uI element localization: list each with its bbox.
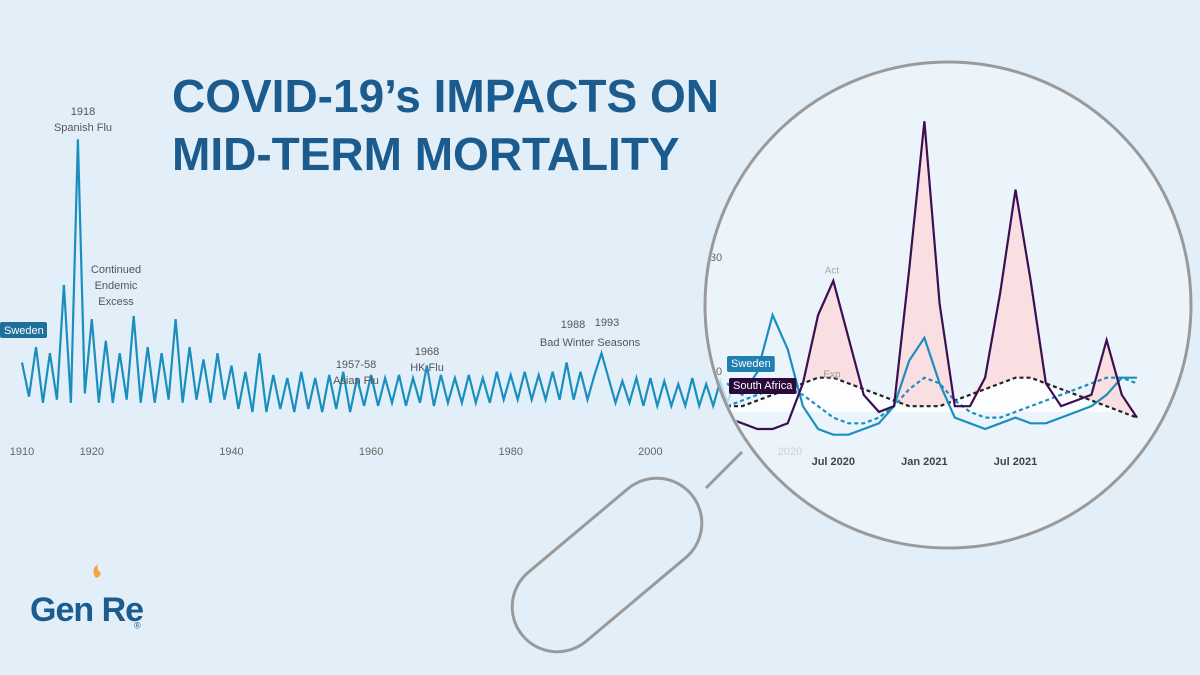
annotation: 1957-58	[336, 359, 376, 371]
series-line	[20, 139, 736, 413]
x-tick-label: 1940	[219, 446, 243, 458]
series-line	[726, 121, 1138, 431]
magnifier-neck	[704, 450, 744, 490]
legend-text: South Africa	[733, 380, 793, 392]
annotation: Excess	[98, 296, 134, 308]
magnifier-lens	[703, 60, 1193, 550]
expected-area	[727, 377, 1137, 418]
series-label: Sweden	[0, 322, 47, 338]
annotation: Asian Flu	[333, 375, 379, 387]
label-box	[0, 322, 47, 338]
legend-box	[729, 378, 797, 394]
legend-text: Sweden	[731, 358, 771, 370]
annotation: HK Flu	[410, 362, 444, 374]
label-text: Sweden	[4, 325, 44, 337]
excess-area	[727, 121, 1137, 418]
annotation: Spanish Flu	[54, 122, 112, 134]
x-tick-label: Jul 2020	[812, 456, 855, 468]
x-tick-label: 1920	[80, 446, 104, 458]
y-tick-label: 30	[710, 252, 722, 264]
annotation: 1993	[595, 317, 619, 329]
annotation: Bad Winter Seasons	[540, 337, 641, 349]
annotation: 1918	[71, 106, 95, 118]
x-tick-label: Jul 2021	[994, 456, 1037, 468]
logo-flame	[93, 564, 101, 578]
title-line: MID-TERM MORTALITY	[172, 128, 680, 180]
annotation: Act	[825, 266, 840, 277]
annotation: 1988	[561, 319, 585, 331]
x-tick-label: Jan 2021	[901, 456, 947, 468]
x-tick-label: 1980	[498, 446, 522, 458]
x-tick-label: 2000	[638, 446, 662, 458]
x-tick-label: 1910	[10, 446, 34, 458]
annotation: Endemic	[95, 280, 138, 292]
logo: Gen Re	[30, 591, 143, 629]
x-tick-label: 1960	[359, 446, 383, 458]
series-line	[726, 311, 1137, 436]
title-line: COVID-19’s IMPACTS ON	[172, 70, 719, 122]
annotation: Continued	[91, 264, 141, 276]
magnifier-handle	[510, 476, 704, 654]
legend-box	[727, 356, 775, 372]
annotation: Exp	[823, 370, 841, 381]
annotation: 1968	[415, 346, 439, 358]
logo-mark: ®	[134, 620, 141, 630]
